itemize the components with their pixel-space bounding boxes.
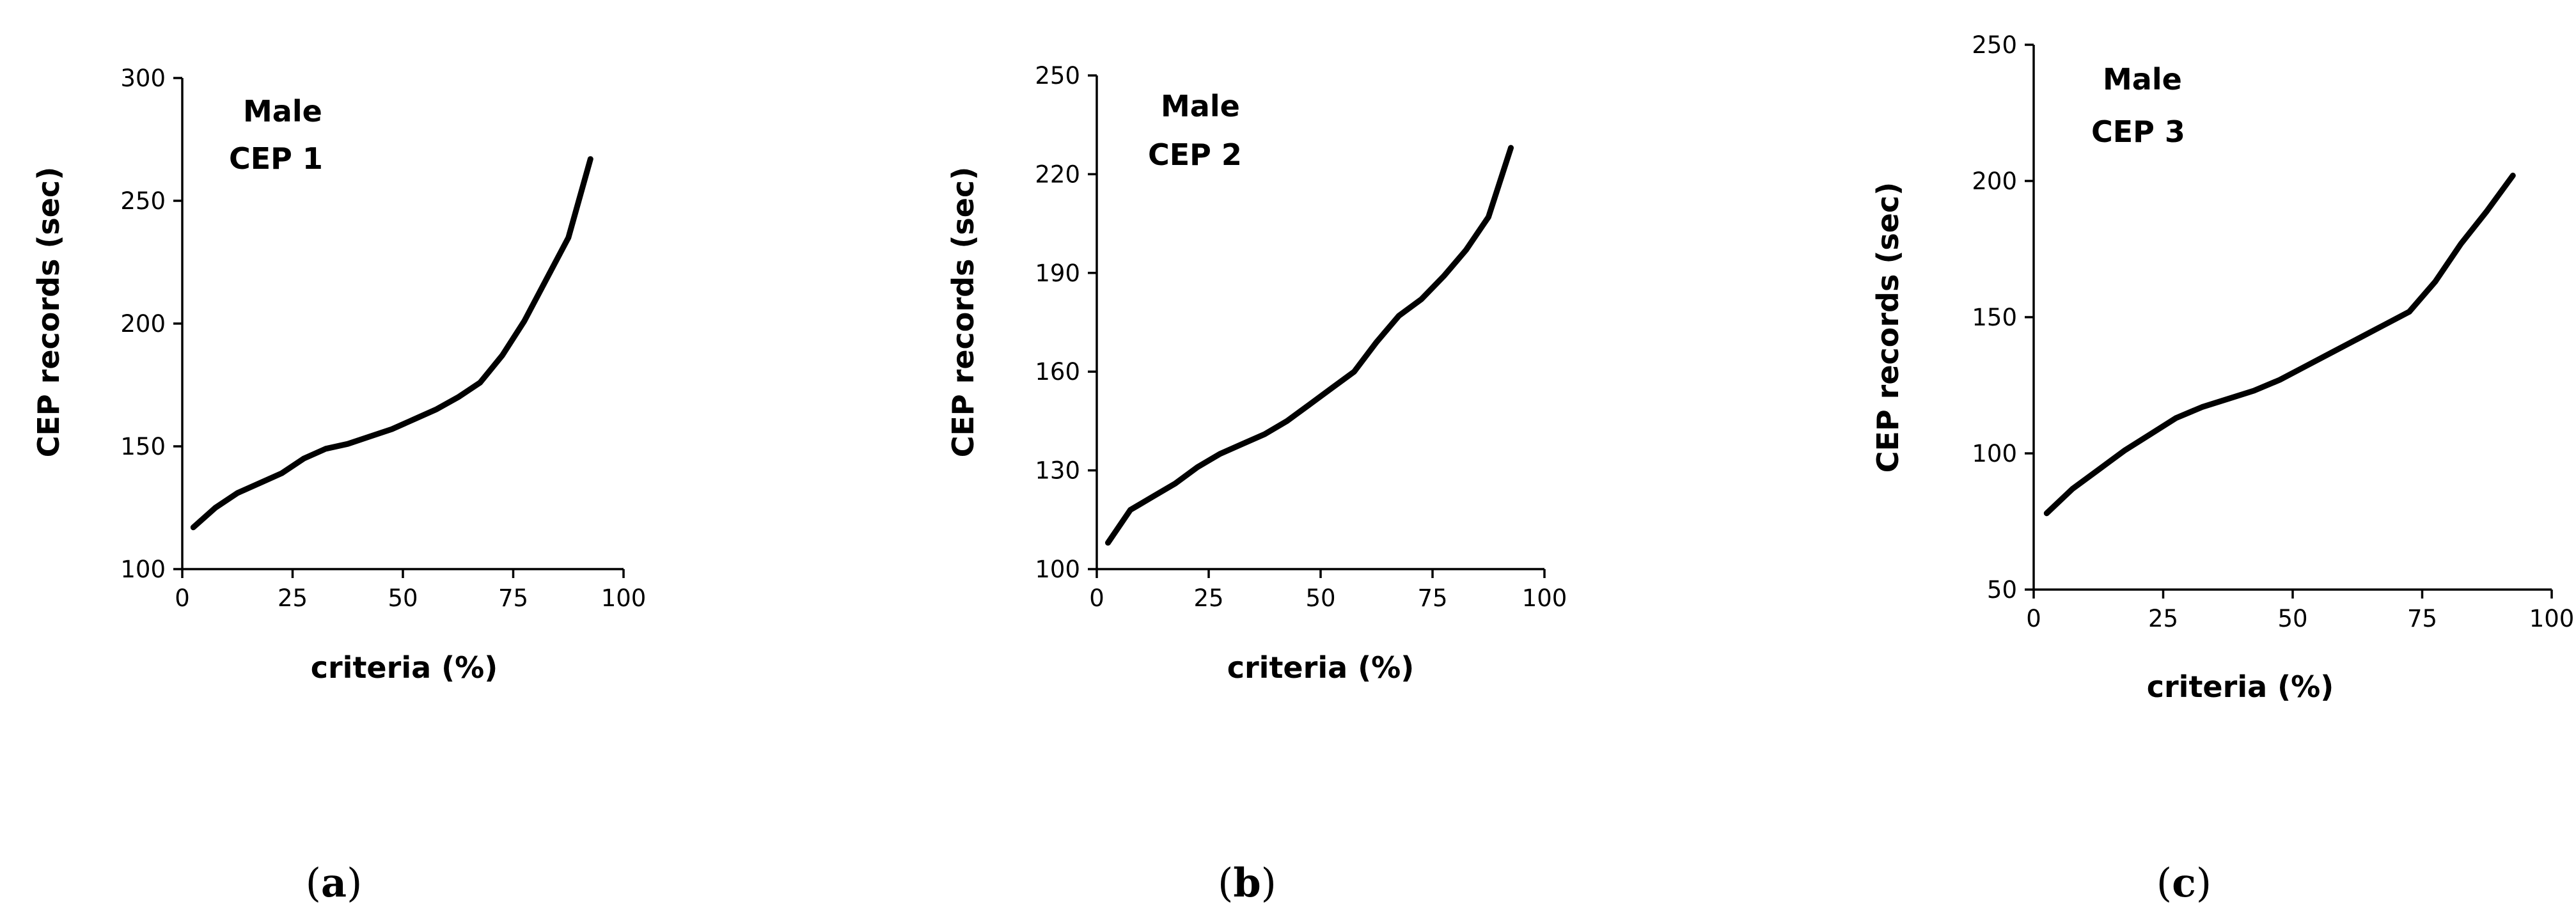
panel-c: CEP records (sec) criteria (%) Male CEP … (1871, 31, 2574, 906)
x-tick-label: 100 (1522, 584, 1567, 612)
annotation-line-2: CEP 2 (1148, 137, 1242, 172)
y-tick-label: 100 (1972, 440, 2017, 467)
x-tick-label: 25 (2148, 605, 2178, 632)
y-tick-label: 160 (1035, 358, 1080, 386)
x-axis-title: criteria (%) (2147, 670, 2334, 704)
x-tick-label: 0 (1089, 584, 1104, 612)
y-tick-label: 250 (1972, 31, 2017, 59)
y-tick-label: 250 (1035, 62, 1080, 90)
panel-a: CEP records (sec) criteria (%) Male CEP … (31, 65, 646, 906)
x-axis-title: criteria (%) (311, 650, 498, 685)
series-line (1105, 145, 1514, 546)
y-tick-label: 300 (120, 65, 166, 92)
x-tick-label: 50 (388, 584, 418, 612)
x-tick-label: 50 (2277, 605, 2307, 632)
x-tick-label: 100 (2529, 605, 2575, 632)
x-tick-label: 50 (1305, 584, 1335, 612)
panel-caption: (a) (306, 859, 363, 906)
annotation-line-1: Male (2103, 62, 2182, 97)
y-tick-label: 100 (1035, 556, 1080, 583)
panel-b: CEP records (sec) criteria (%) Male CEP … (946, 62, 1567, 906)
y-axis-title: CEP records (sec) (31, 167, 66, 458)
annotation-line-1: Male (1161, 89, 1240, 123)
x-tick-label: 75 (1417, 584, 1447, 612)
y-tick-label: 150 (1972, 304, 2017, 331)
panel-caption: (c) (2156, 859, 2211, 906)
y-tick-label: 130 (1035, 457, 1080, 485)
x-tick-label: 25 (1193, 584, 1223, 612)
x-tick-label: 0 (175, 584, 190, 612)
annotation-line-2: CEP 1 (229, 141, 323, 176)
series-line (190, 156, 593, 531)
series-line (2043, 173, 2516, 517)
annotation-line-1: Male (243, 94, 322, 129)
x-tick-label: 25 (278, 584, 308, 612)
y-tick-label: 190 (1035, 260, 1080, 287)
y-tick-label: 150 (120, 433, 166, 460)
y-tick-label: 250 (120, 187, 166, 215)
x-tick-label: 75 (2407, 605, 2437, 632)
annotation-line-2: CEP 3 (2091, 114, 2185, 149)
y-tick-label: 200 (120, 310, 166, 338)
panel-caption: (b) (1218, 859, 1276, 906)
x-tick-label: 100 (601, 584, 647, 612)
x-axis-title: criteria (%) (1227, 650, 1415, 685)
y-axis-title: CEP records (sec) (1871, 182, 1905, 473)
y-axis-title: CEP records (sec) (946, 167, 980, 458)
y-tick-label: 50 (1987, 576, 2017, 604)
x-tick-label: 0 (2026, 605, 2041, 632)
x-tick-label: 75 (498, 584, 528, 612)
y-tick-label: 220 (1035, 161, 1080, 188)
y-tick-label: 200 (1972, 168, 2017, 195)
y-tick-label: 100 (120, 556, 166, 583)
